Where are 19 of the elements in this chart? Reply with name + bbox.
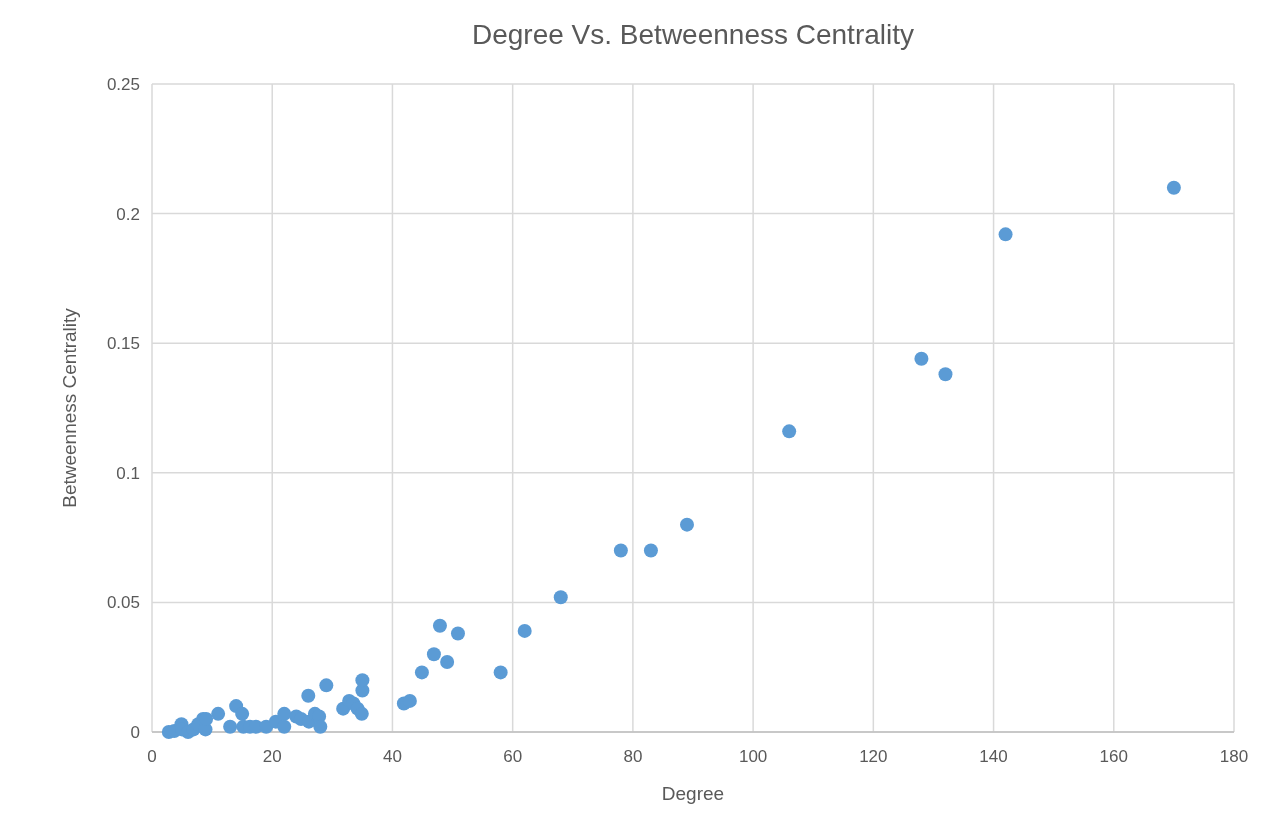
x-tick-label: 80 bbox=[623, 747, 643, 766]
x-tick-label: 160 bbox=[1099, 747, 1128, 766]
chart-title: Degree Vs. Betweenness Centrality bbox=[472, 19, 914, 50]
x-tick-label: 140 bbox=[979, 747, 1008, 766]
y-tick-label: 0.1 bbox=[116, 463, 140, 483]
y-tick-label: 0.15 bbox=[106, 334, 140, 354]
x-tick-label: 120 bbox=[859, 747, 888, 766]
y-tick-label: 0 bbox=[130, 723, 140, 742]
x-tick-label: 60 bbox=[503, 747, 523, 766]
x-tick-label: 0 bbox=[147, 747, 157, 766]
x-tick-label: 180 bbox=[1219, 747, 1249, 766]
y-axis-title: Betweenness Centrality bbox=[59, 307, 80, 508]
x-tick-label: 40 bbox=[382, 747, 402, 766]
y-tick-label: 0.25 bbox=[106, 75, 140, 94]
x-axis-title: Degree bbox=[661, 783, 725, 804]
y-tick-label: 0.05 bbox=[106, 593, 140, 613]
x-tick-label: 100 bbox=[738, 747, 768, 766]
y-tick-label: 0.2 bbox=[116, 204, 140, 224]
x-tick-label: 20 bbox=[262, 747, 282, 766]
